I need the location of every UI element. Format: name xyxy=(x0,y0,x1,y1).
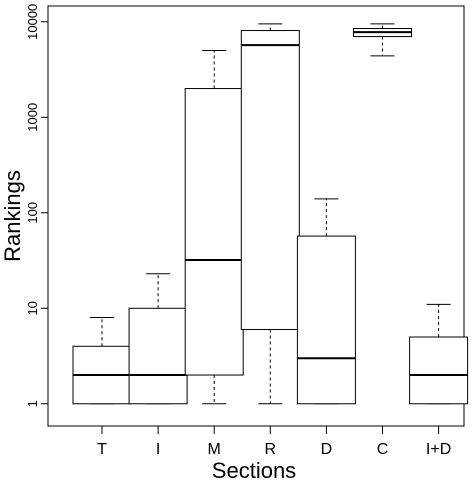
y-axis-title: Rankings xyxy=(0,170,25,262)
interquartile-box xyxy=(184,88,244,376)
interquartile-box xyxy=(409,336,469,405)
x-axis: T I M R D C I+D xyxy=(97,426,451,458)
box-i xyxy=(128,273,188,405)
x-tick-label: M xyxy=(208,441,221,458)
y-tick-label: 10 xyxy=(25,301,40,315)
y-tick-label: 100 xyxy=(25,202,40,224)
x-axis-title: Sections xyxy=(212,458,296,483)
x-tick-label: T xyxy=(97,441,107,458)
y-tick-label: 10000 xyxy=(25,4,40,40)
box-m xyxy=(184,50,244,405)
interquartile-box xyxy=(240,30,300,330)
y-axis: 1 10 100 1000 10000 xyxy=(25,4,48,407)
x-tick-label: I+D xyxy=(426,441,451,458)
plot-frame xyxy=(47,5,465,427)
box-i-d xyxy=(409,303,469,405)
x-tick-label: C xyxy=(377,441,389,458)
y-tick-label: 1 xyxy=(25,400,40,407)
box-t xyxy=(72,317,132,405)
y-tick-label: 1000 xyxy=(25,103,40,132)
x-tick-label: D xyxy=(321,441,333,458)
box-r xyxy=(240,23,300,405)
box-d xyxy=(296,198,356,405)
box-series xyxy=(72,23,469,405)
interquartile-box xyxy=(296,235,356,405)
interquartile-box xyxy=(128,307,188,405)
x-tick-label: R xyxy=(265,441,277,458)
x-tick-label: I xyxy=(156,441,160,458)
box-c xyxy=(353,23,412,57)
